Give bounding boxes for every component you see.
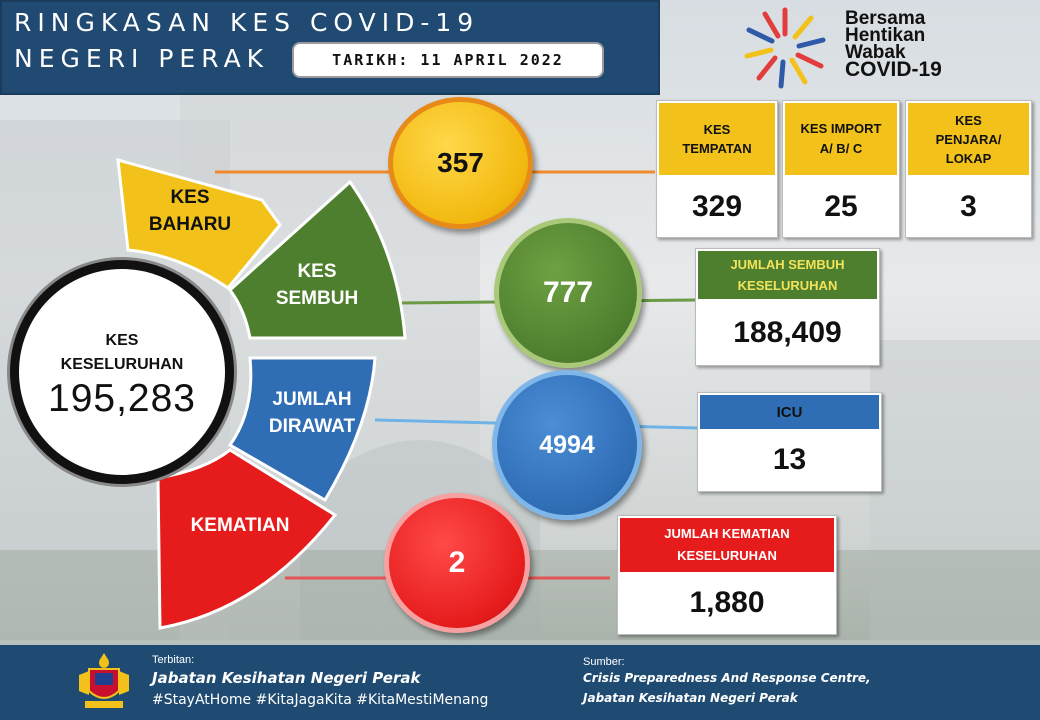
- total-value: 195,283: [48, 377, 196, 420]
- icu-label: ICU: [698, 393, 881, 431]
- value-kes-import: 25: [824, 190, 858, 223]
- header-title: RINGKASAN KES COVID-19: [14, 8, 480, 37]
- segment-kes-sembuh: [227, 179, 407, 340]
- label-kematian: KEMATIAN: [190, 515, 290, 536]
- footer-bar: Terbitan: Jabatan Kesihatan Negeri Perak…: [0, 645, 1040, 720]
- card-icu: ICU 13: [697, 392, 882, 492]
- label-kes-sembuh: KES SEMBUH: [275, 261, 359, 309]
- circle-kes-sembuh: 777: [494, 218, 642, 368]
- label-jumlah-dirawat: JUMLAH DIRAWAT: [268, 389, 356, 437]
- header-subtitle: NEGERI PERAK: [14, 44, 270, 73]
- circle-kematian: 2: [384, 493, 530, 633]
- circle-jumlah-dirawat: 4994: [492, 370, 642, 520]
- label-kes-baharu: KES BAHARU: [148, 187, 232, 235]
- logo-line-3: Wabak: [845, 42, 906, 63]
- total-label-2: KESELURUHAN: [60, 356, 184, 373]
- total-label-1: KES: [105, 332, 139, 349]
- value-jumlah-sembuh: 188,409: [733, 316, 842, 349]
- source-line-2: Jabatan Kesihatan Negeri Perak: [583, 691, 798, 705]
- header-banner: RINGKASAN KES COVID-19 NEGERI PERAK TARI…: [0, 0, 660, 95]
- segment-jumlah-dirawat: [227, 356, 377, 503]
- card-jumlah-kematian: JUMLAH KEMATIAN KESELURUHAN 1,880: [617, 515, 837, 635]
- card-kes-tempatan: KES TEMPATAN 329: [656, 100, 778, 238]
- publisher-name: Jabatan Kesihatan Negeri Perak: [152, 669, 421, 687]
- date-box: TARIKH: 11 APRIL 2022: [292, 42, 604, 78]
- value-icu: 13: [772, 443, 807, 476]
- value-jumlah-kematian: 1,880: [689, 586, 765, 619]
- value-kes-tempatan: 329: [691, 190, 743, 223]
- logo-line-2: Hentikan: [845, 25, 926, 46]
- segment-kes-baharu: [116, 157, 282, 291]
- card-kes-penjara: KES PENJARA/LOKAP 3: [905, 100, 1032, 238]
- sumber-label: Sumber:: [583, 656, 625, 668]
- circle-kes-baharu: 357: [388, 97, 533, 229]
- card-jumlah-sembuh: JUMLAH SEMBUH KESELURUHAN 188,409: [695, 248, 880, 366]
- hashtags: #StayAtHome #KitaJagaKita #KitaMestiMena…: [152, 692, 489, 708]
- sunburst-icon: [744, 7, 826, 89]
- terbitan-label: Terbitan:: [152, 654, 195, 666]
- segment-kematian: [156, 448, 338, 630]
- coat-of-arms-icon: [79, 653, 129, 708]
- card-kes-import: KES IMPORT A/ B/ C 25: [782, 100, 900, 238]
- campaign-logo: Bersama Hentikan Wabak COVID-19: [735, 6, 1035, 90]
- logo-line-1: Bersama: [845, 8, 926, 29]
- value-kes-penjara: 3: [960, 190, 977, 223]
- source-line-1: Crisis Preparedness And Response Centre,: [583, 671, 871, 685]
- total-cases-circle: KES KESELURUHAN 195,283: [10, 260, 234, 484]
- logo-line-4: COVID-19: [845, 58, 942, 81]
